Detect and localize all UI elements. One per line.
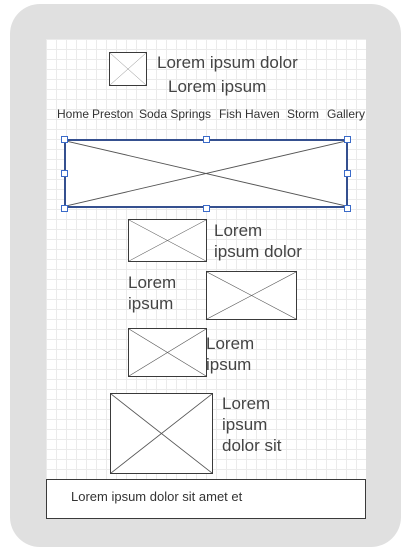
resize-handle-bottom[interactable]: [203, 205, 210, 212]
resize-handle-top[interactable]: [203, 136, 210, 143]
header-title-line1: Lorem ipsum dolor: [157, 53, 298, 72]
header-title-line2: Lorem ipsum: [168, 77, 267, 96]
block4-text-line3: dolor sit: [222, 436, 282, 455]
logo-image-placeholder[interactable]: [109, 52, 147, 86]
block1-text-line2: ipsum dolor: [214, 242, 302, 261]
wireframe-canvas: Lorem ipsum dolor Lorem ipsum Home Prest…: [46, 39, 366, 519]
nav-item-storm[interactable]: Storm: [287, 107, 320, 121]
footer: Lorem ipsum dolor sit amet et: [46, 479, 366, 519]
resize-handle-left[interactable]: [61, 170, 68, 177]
nav-item-gallery[interactable]: Gallery: [327, 107, 366, 121]
resize-handle-top-left[interactable]: [61, 136, 68, 143]
block2-text-line2: ipsum: [128, 294, 174, 313]
nav-item-home[interactable]: Home: [57, 107, 90, 121]
resize-handle-bottom-right[interactable]: [344, 205, 351, 212]
block3-text-line1: Lorem: [206, 334, 255, 353]
resize-handle-top-right[interactable]: [344, 136, 351, 143]
block1-text-line1: Lorem: [214, 221, 263, 240]
content-image-placeholder-4[interactable]: [110, 393, 213, 474]
block4-text-line2: ipsum: [222, 415, 268, 434]
resize-handle-right[interactable]: [344, 170, 351, 177]
footer-text: Lorem ipsum dolor sit amet et: [71, 489, 243, 504]
content-image-placeholder-1[interactable]: [128, 219, 207, 262]
nav-item-preston[interactable]: Preston: [92, 107, 134, 121]
content-image-placeholder-3[interactable]: [128, 328, 207, 377]
content-image-placeholder-2[interactable]: [206, 271, 297, 320]
hero-image-placeholder[interactable]: [64, 139, 348, 208]
nav-item-fish-haven[interactable]: Fish Haven: [219, 107, 280, 121]
nav-item-soda-springs[interactable]: Soda Springs: [139, 107, 212, 121]
block4-text-line1: Lorem: [222, 394, 271, 413]
block2-text-line1: Lorem: [128, 273, 177, 292]
resize-handle-bottom-left[interactable]: [61, 205, 68, 212]
block3-text-line2: ipsum: [206, 355, 252, 374]
